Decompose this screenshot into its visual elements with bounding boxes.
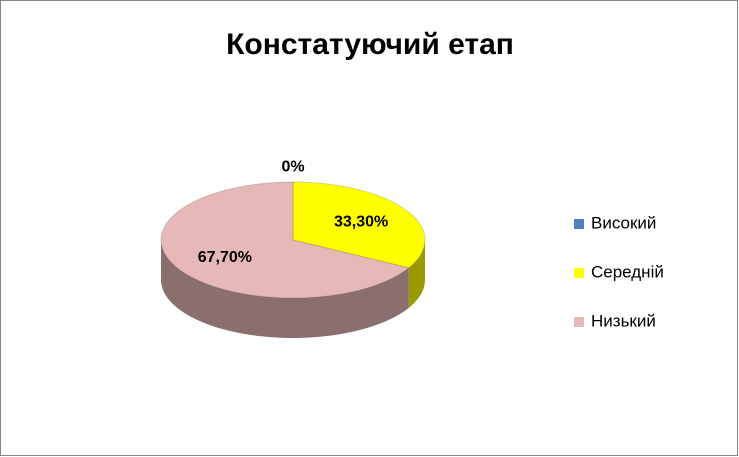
legend-label: Низький bbox=[591, 311, 656, 330]
legend-label: Середній bbox=[591, 262, 664, 281]
data-label: 0% bbox=[281, 159, 304, 176]
legend-swatch bbox=[574, 268, 584, 278]
slice bbox=[160, 181, 410, 299]
legend-label: Високий bbox=[591, 213, 656, 232]
slice-side bbox=[161, 240, 409, 338]
data-label: 67,70% bbox=[198, 249, 252, 266]
data-label: 33,30% bbox=[334, 213, 388, 230]
chart-title: Констатуючий етап bbox=[226, 28, 514, 61]
slice bbox=[292, 181, 426, 269]
slice-side bbox=[408, 240, 425, 308]
legend-swatch bbox=[574, 317, 584, 327]
legend-swatch bbox=[574, 219, 584, 229]
